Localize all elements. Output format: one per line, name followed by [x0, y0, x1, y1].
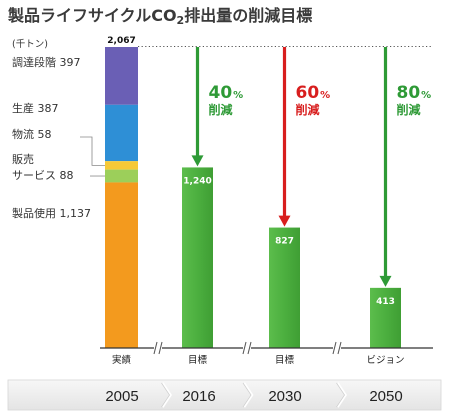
reduction-arrow-head	[278, 215, 291, 227]
stack-label-4: 製品使用 1,137	[12, 206, 91, 220]
timeline-separator	[161, 382, 173, 408]
reduction-arrow-head	[379, 275, 392, 287]
category-label: 目標	[188, 354, 208, 366]
reduction-label: 削減	[397, 102, 421, 117]
connector-line	[80, 136, 105, 166]
category-label: 目標	[275, 354, 295, 366]
reduction-percent: 60%	[296, 83, 331, 103]
break-mark	[153, 341, 158, 355]
category-label: 実績	[112, 354, 132, 366]
stack-segment-2	[105, 161, 138, 170]
category-label: ビジョン	[366, 355, 404, 366]
year-label: 2016	[182, 388, 215, 405]
timeline-separator	[242, 382, 252, 408]
timeline-separator	[336, 382, 345, 408]
reduction-arrow-head	[191, 155, 204, 167]
timeline-separator	[336, 382, 348, 408]
reduction-label: 削減	[209, 102, 233, 117]
bar-value-3: 413	[376, 297, 395, 307]
reduction-percent: 80%	[397, 83, 432, 103]
break-gap	[243, 342, 251, 354]
stack-label-0: 調達段階 397	[12, 55, 81, 69]
stack-segment-1	[105, 104, 138, 162]
target-bar-3	[370, 287, 401, 348]
stack-label-1: 生産 387	[12, 101, 59, 115]
break-gap	[333, 342, 341, 354]
reduction-label: 削減	[296, 102, 320, 117]
timeline-separator	[161, 382, 170, 408]
year-timeline-bg	[7, 379, 442, 411]
timeline-separator	[242, 382, 254, 408]
break-mark	[247, 341, 252, 355]
year-label: 2050	[369, 388, 402, 405]
year-label: 2030	[268, 388, 301, 405]
axis-breaks	[153, 341, 342, 355]
chart-title: 製品ライフサイクルCO2排出量の削減目標	[7, 6, 312, 27]
bar-value-0: 2,067	[107, 36, 135, 46]
stack-label-2: 物流 58	[12, 127, 52, 141]
break-mark	[332, 341, 337, 355]
bar-value-1: 1,240	[183, 176, 211, 186]
break-mark	[337, 341, 342, 355]
bar-value-2: 827	[275, 237, 294, 247]
stacked-bar-2005: 2,067	[105, 36, 138, 348]
target-bars: 1,240 827 413	[182, 167, 401, 348]
stack-segment-0	[105, 47, 138, 105]
target-bar-1	[182, 167, 213, 348]
stack-label-3: 販売サービス 88	[12, 153, 74, 182]
reduction-percent: 40%	[209, 83, 244, 103]
stack-segment-4	[105, 182, 138, 348]
year-timeline: 2005 2016 2030 2050	[105, 382, 403, 408]
break-gap	[154, 342, 162, 354]
break-mark	[158, 341, 163, 355]
target-bar-2	[269, 227, 300, 348]
category-labels: 実績 目標 目標 ビジョン	[112, 354, 405, 366]
unit-label: (千トン)	[12, 39, 48, 50]
year-label: 2005	[105, 388, 138, 405]
break-mark	[242, 341, 247, 355]
stack-segment-3	[105, 169, 138, 183]
stack-segment-labels: 調達段階 397 生産 387 物流 58 販売サービス 88 製品使用 1,137	[12, 55, 105, 220]
